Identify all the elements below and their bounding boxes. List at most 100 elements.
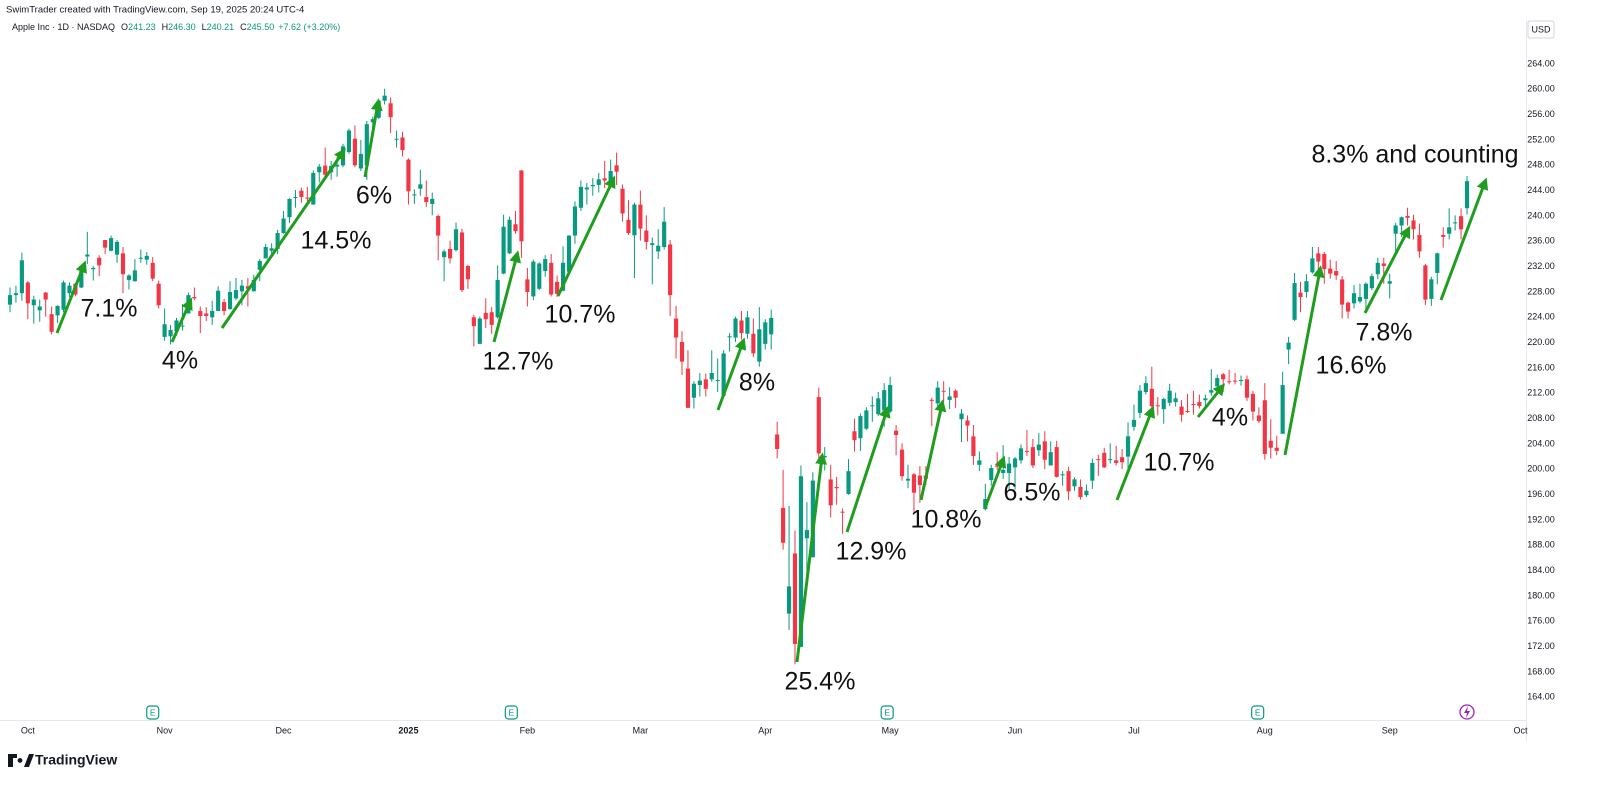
candle-body [447,248,453,259]
candle-body [192,297,197,299]
candle-body [323,165,328,175]
lightning-icon [1459,704,1475,720]
annotation-label: 6.5% [1004,479,1061,507]
candle-body [1274,447,1279,451]
candle-body [537,263,542,289]
candle-body [1179,406,1184,415]
candle-body [626,219,631,234]
field-key: H [162,22,169,32]
x-tick-label: Oct [21,725,36,735]
candle-body [590,184,595,187]
candle-body [935,387,940,404]
y-tick-label: 252.00 [1527,134,1555,144]
candle-body [1417,234,1422,252]
candle-body [1024,450,1030,452]
candle-body [13,293,19,296]
candle-body [941,390,946,392]
candle-body [418,184,423,189]
change: +7.62 (+3.20%) [278,22,340,32]
y-tick-label: 180.00 [1527,590,1555,600]
candle-body [1001,469,1006,474]
y-tick-label: 172.00 [1527,641,1555,651]
candle-body [798,476,804,647]
candle-body [1078,486,1083,498]
candle-body [1155,405,1160,407]
candle-body [394,138,399,140]
candle-body [965,420,970,426]
candle-body [638,204,643,229]
candle-body [858,416,863,439]
candle-body [281,218,286,234]
candle-body [668,244,673,296]
candle-body [346,130,352,153]
candle-body [7,295,13,305]
candle-body [602,178,607,181]
candle-body [703,379,708,389]
candle-body [156,283,161,306]
field-key: O [121,22,128,32]
candle-body [543,259,548,272]
candle-body [91,267,96,270]
candle-body [1381,263,1386,266]
candle-body [1322,253,1327,270]
candle-body [911,474,917,493]
arrow [363,98,383,178]
candle-body [739,320,744,334]
candle-body [37,306,42,311]
y-tick-label: 208.00 [1527,413,1555,423]
arrow [1363,225,1411,314]
candle-body [656,245,661,252]
candle-body [1054,447,1059,477]
annotation-label: 14.5% [301,227,372,255]
candle-body [876,398,881,415]
arrow [1439,177,1489,301]
y-tick-label: 260.00 [1527,84,1555,94]
annotation-label: 8% [739,369,775,397]
earnings-icon [146,705,160,720]
candle-body [1447,227,1452,234]
annotation-label: 16.6% [1316,352,1387,380]
candle-body [138,257,143,259]
y-tick-label: 204.00 [1527,438,1555,448]
candle-body [103,240,108,248]
x-tick-label: Mar [633,725,649,735]
candle-body [1244,379,1250,398]
candle-body [132,270,137,282]
candle-body [519,170,524,242]
y-tick-label: 220.00 [1527,337,1555,347]
candle-body [1018,448,1024,461]
candle-body [1363,283,1368,299]
candle-body [691,383,696,398]
arrow [795,452,828,663]
currency-box[interactable] [1527,20,1555,39]
candle-body [442,251,447,258]
tradingview-logo [8,754,34,767]
candle-body [1137,390,1143,413]
candle-body [757,329,762,362]
candle-body [709,373,714,380]
y-tick-label: 244.00 [1527,185,1555,195]
candle-body [239,285,245,292]
candle-body [792,553,798,645]
annotation-label: 8.3% and counting [1311,141,1518,169]
candle-body [1191,404,1196,406]
candle-body [424,197,429,203]
candle-body [412,194,417,196]
candle-body [673,318,679,338]
candle-body [1167,390,1172,403]
candle-body [162,324,167,337]
candle-body [109,238,114,251]
y-tick-label: 192.00 [1527,514,1555,524]
candle-body [1393,225,1398,234]
candle-body [25,282,30,304]
candle-body [227,291,233,310]
y-tick-label: 240.00 [1527,210,1555,220]
candle-body [1209,390,1214,393]
x-tick-label: Aug [1257,725,1273,735]
candle-body [549,262,554,295]
candle-body [1280,385,1285,434]
candle-body [453,229,459,251]
candle-body [1203,398,1208,401]
arrow [983,455,1007,509]
